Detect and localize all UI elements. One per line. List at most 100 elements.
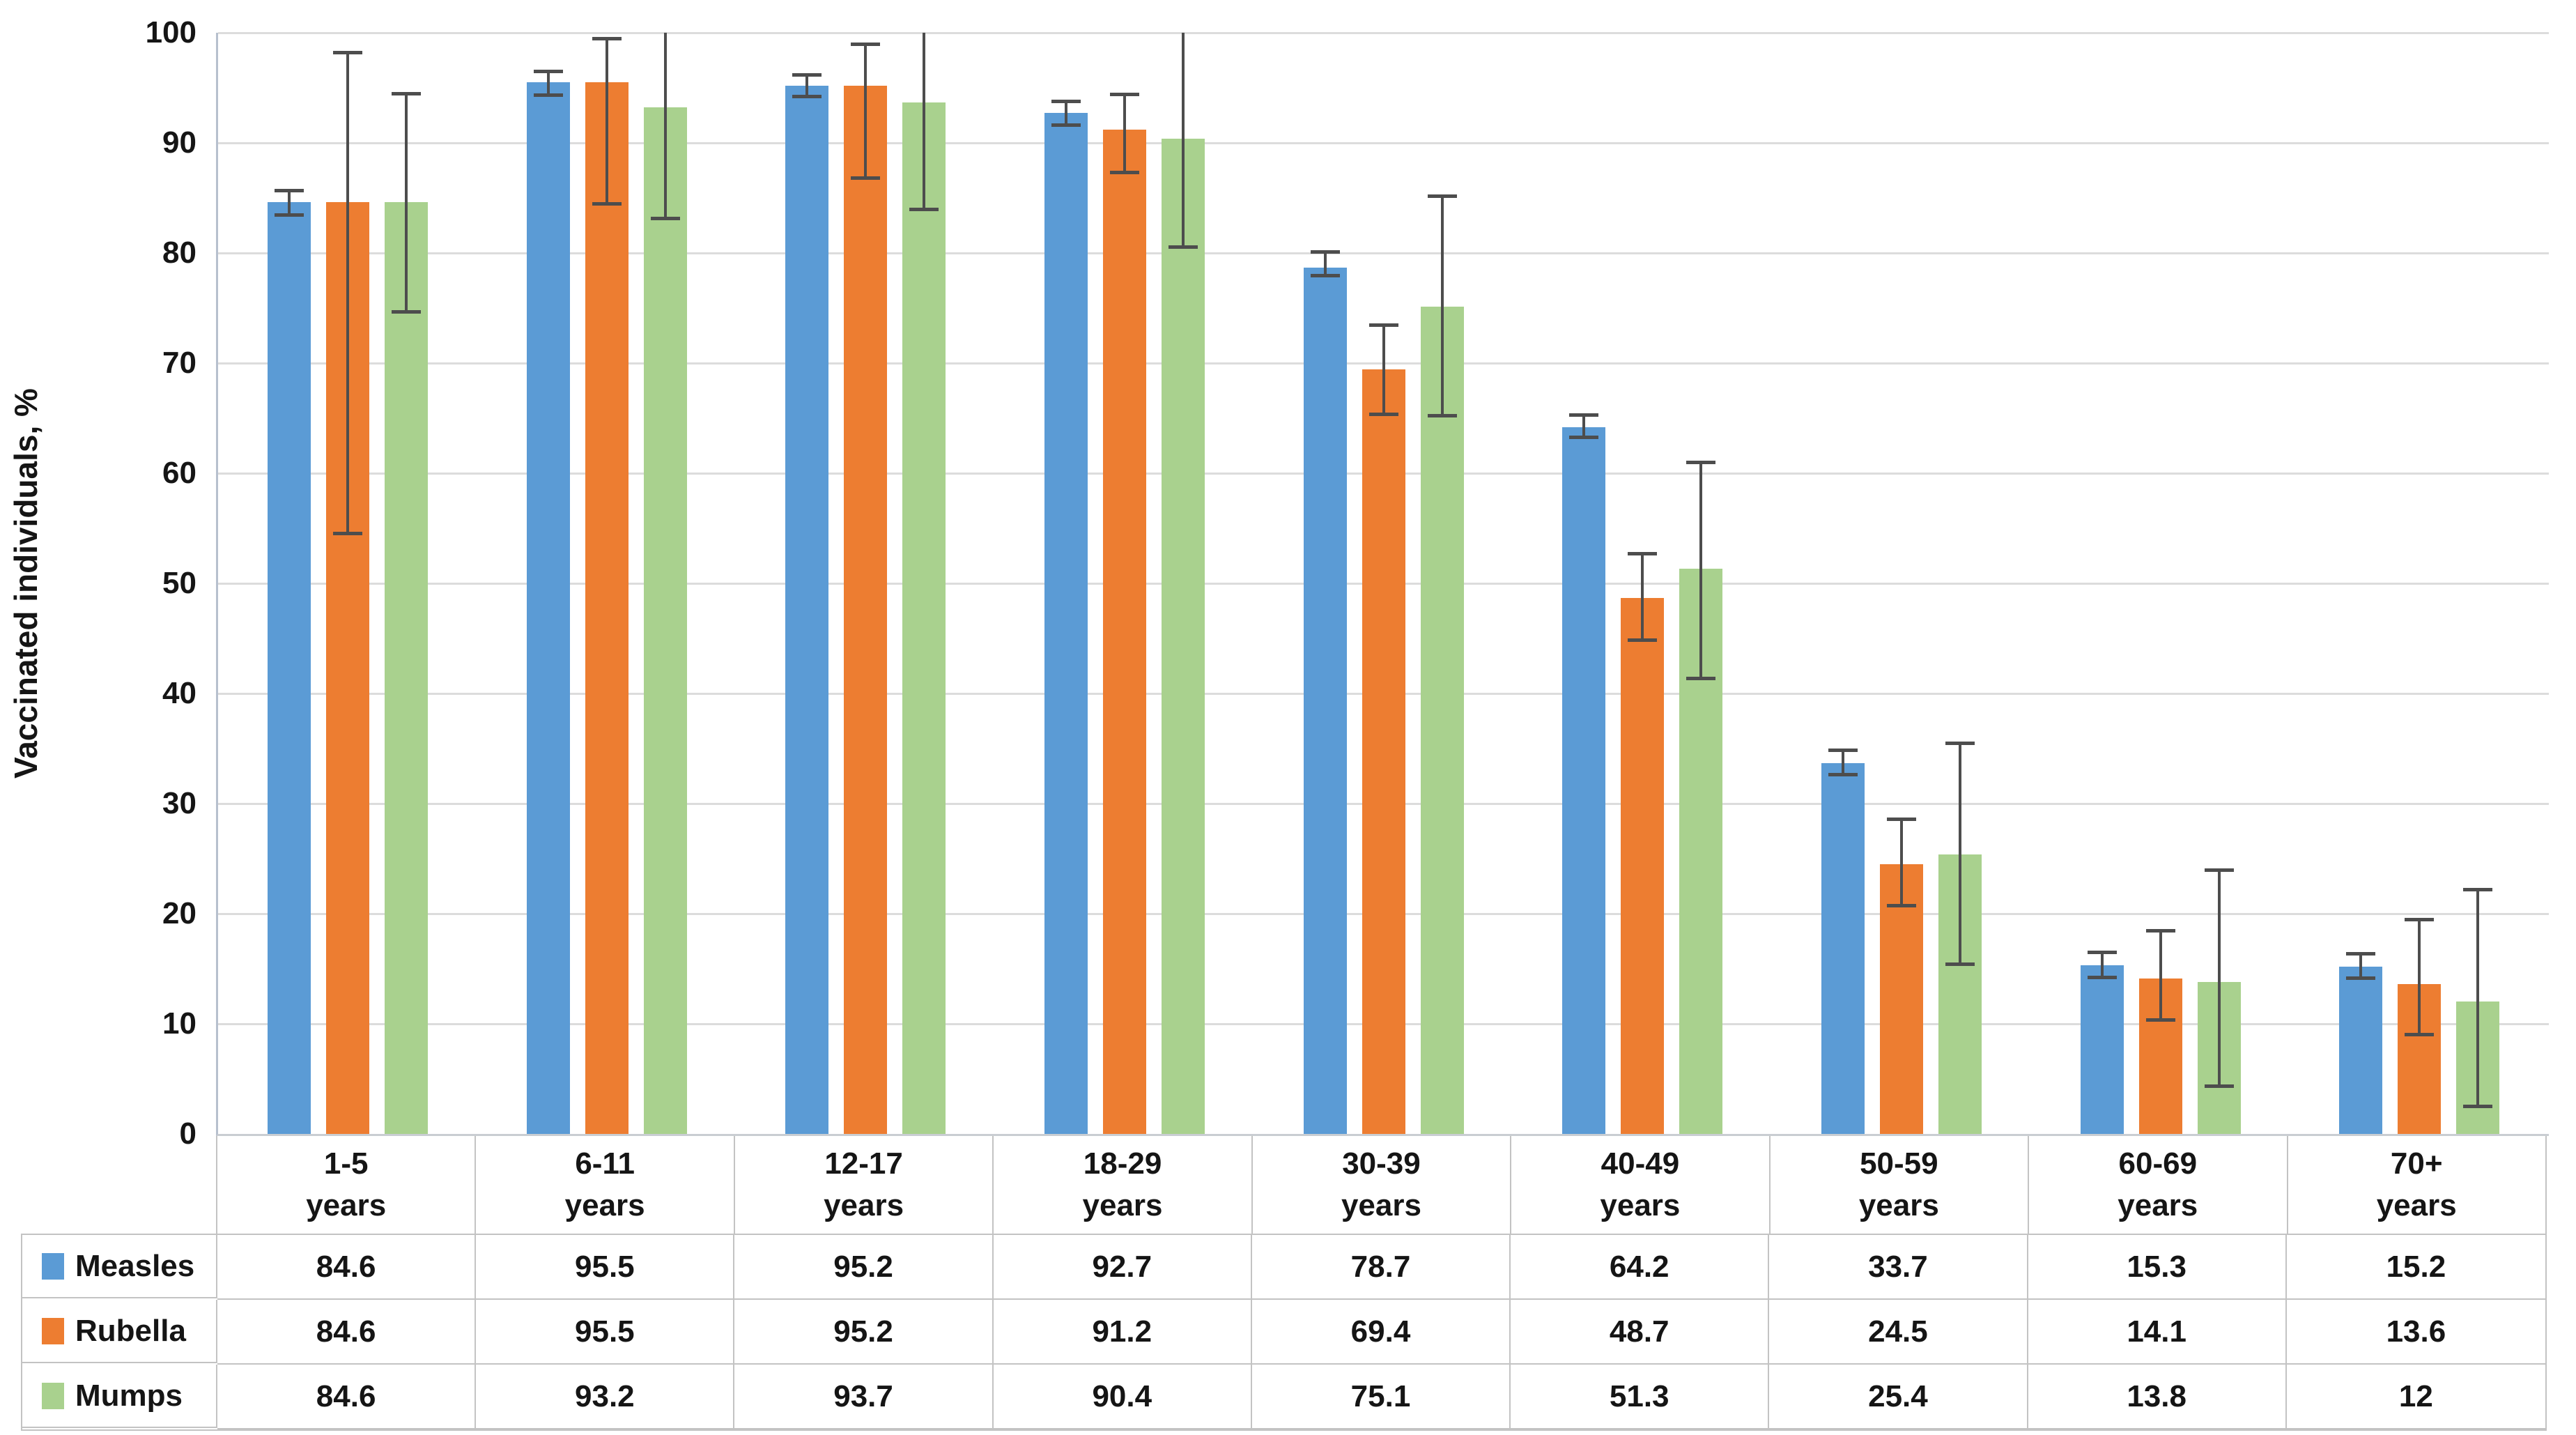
category-range: 40-49 [1601, 1146, 1680, 1181]
category-range: 12-17 [824, 1146, 903, 1181]
gridline [218, 32, 2549, 34]
bar-group-30-39 [1254, 33, 1513, 1134]
category-label-40-49: 40-49 years [1511, 1136, 1771, 1234]
y-tick-label: 100 [145, 15, 196, 49]
bar-slot [1562, 33, 1606, 1134]
bar-measles [1821, 762, 1865, 1134]
category-label-50-59: 50-59 years [1771, 1136, 2030, 1234]
category-label-60-69: 60-69 years [2029, 1136, 2288, 1234]
bar-slot [2456, 33, 2500, 1134]
legend-label: Measles [75, 1248, 195, 1283]
legend-cell-mumps: Mumps [22, 1365, 217, 1428]
category-unit: years [824, 1188, 904, 1222]
bar-measles [1562, 427, 1606, 1134]
error-bar-cap-top [1051, 99, 1081, 103]
gridline [218, 252, 2549, 254]
bar-slot [1044, 33, 1088, 1134]
value-cell-measles: 95.5 [476, 1235, 735, 1300]
bar-slot [1102, 33, 1146, 1134]
bar-measles [785, 85, 829, 1134]
bar-slot [2197, 33, 2241, 1134]
bar-groups-layer [218, 33, 2549, 1134]
value-cell-mumps: 51.3 [1511, 1365, 1770, 1429]
error-bar-cap-bottom [1168, 245, 1198, 250]
bar-slot [384, 33, 428, 1134]
error-bar-cap-bottom [1686, 677, 1716, 681]
legend-label: Mumps [75, 1378, 183, 1413]
category-range: 18-29 [1083, 1146, 1162, 1181]
error-bar-line [2418, 919, 2421, 1035]
error-bar-line [2476, 889, 2480, 1107]
bar-slot [585, 33, 628, 1134]
category-unit: years [306, 1188, 387, 1222]
error-bar-line [1582, 415, 1586, 438]
error-bar-line [923, 33, 926, 210]
bar-mumps [384, 202, 428, 1134]
error-bar-cap-bottom [533, 93, 563, 98]
error-bar-cap-top [2145, 928, 2175, 933]
category-unit: years [564, 1188, 645, 1222]
bar-group-1-5 [218, 33, 477, 1134]
error-bar-cap-bottom [592, 202, 622, 206]
bar-slot [2339, 33, 2383, 1134]
value-cell-mumps: 25.4 [1769, 1365, 2028, 1429]
bar-group-40-49 [1513, 33, 1772, 1134]
category-unit: years [2118, 1188, 2198, 1222]
bar-group-70+ [2290, 33, 2549, 1134]
bar-slot [2398, 33, 2442, 1134]
y-tick-label: 10 [162, 1006, 196, 1041]
error-bar-cap-bottom [2145, 1018, 2175, 1022]
value-cell-rubella: 13.6 [2286, 1300, 2545, 1365]
value-cell-measles: 95.2 [734, 1235, 994, 1300]
bar-measles [1044, 113, 1088, 1134]
value-cell-mumps: 84.6 [217, 1365, 477, 1429]
bar-slot [526, 33, 570, 1134]
y-tick-label: 0 [179, 1116, 196, 1151]
error-bar-cap-top [851, 42, 881, 46]
bar-mumps [902, 102, 946, 1134]
value-cell-mumps: 12 [2286, 1365, 2545, 1429]
category-unit: years [1600, 1188, 1681, 1222]
bar-slot [1161, 33, 1205, 1134]
value-cell-rubella: 95.5 [476, 1300, 735, 1365]
value-cell-measles: 84.6 [217, 1235, 477, 1300]
error-bar-cap-bottom [1828, 772, 1858, 776]
error-bar-line [864, 43, 867, 178]
category-range: 1-5 [323, 1146, 369, 1181]
legend-swatch-rubella [42, 1317, 64, 1344]
y-tick-label: 20 [162, 896, 196, 930]
bar-group-18-29 [995, 33, 1254, 1134]
error-bar-line [1440, 195, 1444, 416]
error-bar-line [2159, 930, 2162, 1021]
value-cell-mumps: 75.1 [1251, 1365, 1511, 1429]
error-bar-cap-top [274, 188, 304, 192]
error-bar-line [404, 93, 408, 313]
error-bar-cap-bottom [2346, 976, 2376, 981]
error-bar-cap-bottom [1628, 638, 1658, 643]
bar-slot [1621, 33, 1665, 1134]
bar-group-50-59 [1772, 33, 2031, 1134]
error-bar-cap-bottom [2204, 1084, 2234, 1089]
error-bar-cap-top [592, 36, 622, 40]
bar-measles [2339, 966, 2383, 1134]
value-cell-rubella: 14.1 [2028, 1300, 2287, 1365]
error-bar-cap-top [1427, 194, 1457, 198]
category-label-70+: 70+ years [2288, 1136, 2545, 1234]
category-range: 30-39 [1342, 1146, 1421, 1181]
error-bar-cap-top [391, 91, 421, 95]
error-bar-line [1841, 749, 1844, 775]
gridline [218, 142, 2549, 144]
value-cell-mumps: 13.8 [2028, 1365, 2287, 1429]
value-cell-measles: 15.2 [2286, 1235, 2545, 1300]
error-bar-cap-bottom [274, 213, 304, 217]
value-cell-rubella: 84.6 [217, 1300, 477, 1365]
bar-rubella [1879, 864, 1923, 1134]
bar-group-60-69 [2031, 33, 2290, 1134]
bar-slot [902, 33, 946, 1134]
error-bar-line [287, 190, 291, 216]
error-bar-line [605, 38, 608, 205]
error-bar-line [1699, 462, 1703, 680]
category-range: 70+ [2390, 1146, 2443, 1181]
error-bar-line [1899, 819, 1903, 906]
error-bar-line [2359, 953, 2363, 979]
